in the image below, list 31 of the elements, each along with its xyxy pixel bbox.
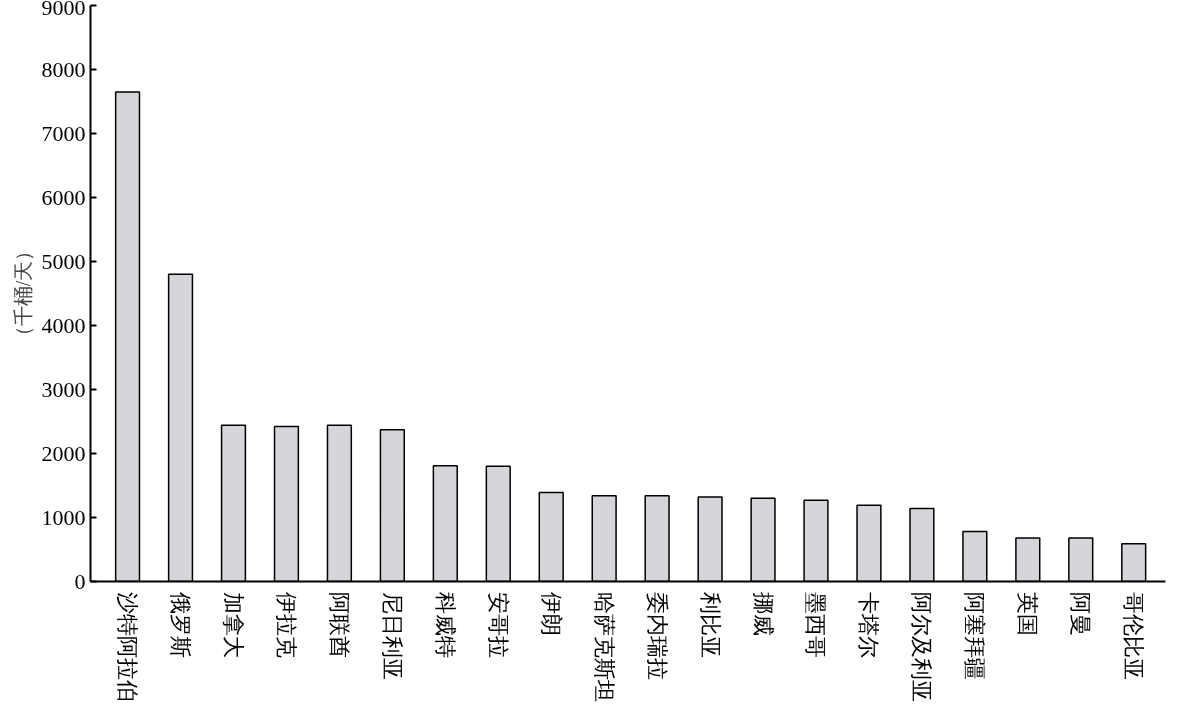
x-tick-label: 俄罗斯	[168, 592, 194, 659]
y-tick-label: 5000	[41, 248, 86, 274]
y-tick-label: 7000	[41, 120, 86, 146]
x-tick-label: 利比亚	[697, 592, 723, 659]
y-tick-label: 1000	[41, 504, 86, 530]
x-tick-label: 安哥拉	[485, 592, 511, 659]
x-tick-label: 委内瑞拉	[644, 592, 670, 681]
y-axis-title: （千桶/天）	[11, 240, 34, 347]
y-tick-label: 3000	[41, 376, 86, 402]
x-tick-label: 卡塔尔	[856, 592, 882, 659]
x-tick-label: 挪威	[750, 592, 776, 637]
x-tick-label: 阿尔及利亚	[909, 592, 935, 703]
x-tick-label: 哥伦比亚	[1121, 592, 1147, 681]
x-tick-label: 尼日利亚	[379, 592, 405, 681]
x-tick-label: 哈萨克斯坦	[591, 592, 617, 703]
y-tick-label: 0	[74, 568, 86, 594]
y-tick-label: 4000	[41, 312, 86, 338]
x-tick-label: 阿塞拜疆	[962, 592, 988, 681]
x-tick-label: 科威特	[432, 592, 458, 659]
y-tick-label: 8000	[41, 56, 86, 82]
x-tick-label: 沙特阿拉伯	[115, 592, 141, 703]
y-tick-label: 9000	[41, 0, 86, 20]
y-tick-label: 2000	[41, 440, 86, 466]
x-tick-label: 伊拉克	[273, 592, 299, 659]
x-tick-label: 阿曼	[1068, 592, 1094, 637]
x-tick-label: 阿联酋	[326, 592, 352, 659]
x-tick-label: 墨西哥	[803, 592, 829, 659]
x-tick-label: 英国	[1015, 592, 1041, 637]
y-tick-label: 6000	[41, 184, 86, 210]
x-tick-label: 伊朗	[538, 592, 564, 637]
x-tick-label: 加拿大	[220, 592, 246, 659]
